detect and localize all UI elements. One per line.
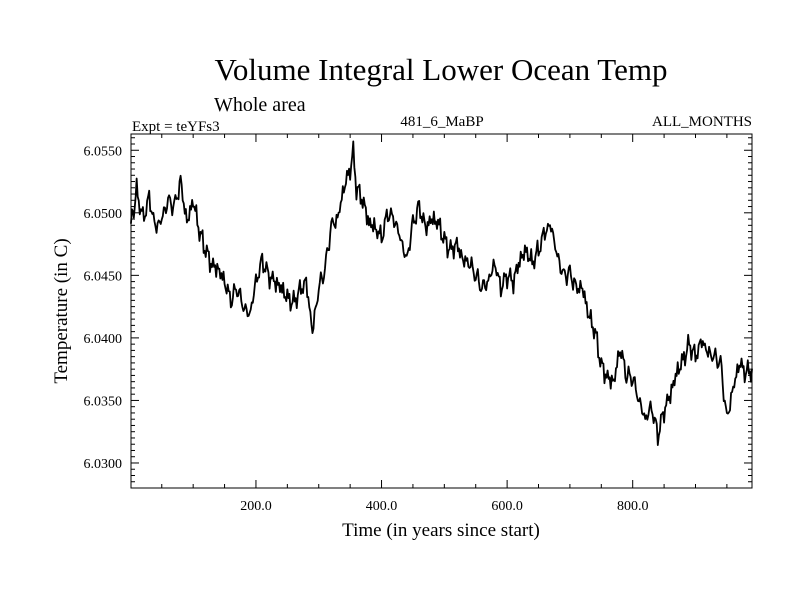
x-tick-label: 200.0	[240, 499, 272, 514]
period-label: 481_6_MaBP	[400, 114, 483, 130]
temperature-series-line	[130, 140, 753, 446]
y-tick-label: 6.0400	[84, 332, 123, 347]
chart-subtitle: Whole area	[214, 94, 306, 116]
x-tick-label: 600.0	[491, 499, 523, 514]
plot-area: 200.0 400.0 600.0 800.0 6.03006.03506.04006…	[84, 133, 753, 514]
chart-title: Volume Integral Lower Ocean Temp	[215, 52, 668, 87]
y-tick-label: 6.0300	[84, 457, 123, 472]
y-tick-label: 6.0500	[84, 207, 123, 222]
plot-frame	[130, 133, 753, 489]
x-axis-label: Time (in years since start)	[342, 520, 540, 541]
months-label: ALL_MONTHS	[652, 114, 752, 130]
y-tick-label: 6.0450	[84, 269, 123, 284]
x-tick-label: 800.0	[617, 499, 649, 514]
y-axis-label: Temperature (in C)	[51, 238, 72, 383]
y-tick-label: 6.0350	[84, 394, 123, 409]
series-layer	[130, 140, 753, 446]
experiment-label: Expt = teYFs3	[132, 119, 220, 135]
x-tick-label: 400.0	[366, 499, 398, 514]
y-axis: 6.0300 6.0350 6.0400 6.0450 6.0500 6.0550	[84, 137, 752, 483]
x-axis: 200.0 400.0 600.0 800.0	[161, 134, 728, 514]
y-tick-label: 6.0550	[84, 144, 123, 159]
